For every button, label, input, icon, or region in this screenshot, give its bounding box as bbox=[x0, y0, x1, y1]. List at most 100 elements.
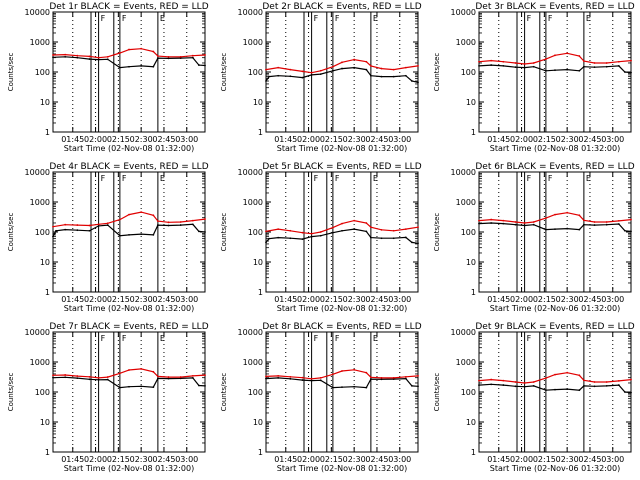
x-tick-label: 02:30 bbox=[130, 295, 153, 304]
data-point-events bbox=[64, 376, 67, 379]
marker-label: F bbox=[335, 174, 340, 183]
data-point-lld bbox=[369, 64, 372, 67]
data-point-lld bbox=[152, 214, 155, 217]
data-point-events bbox=[310, 74, 313, 76]
panel-det-6: Det 6r BLACK = Events, RED = LLD F F E 1 10 10… bbox=[433, 162, 635, 313]
data-point-lld bbox=[310, 377, 313, 380]
data-point-lld bbox=[593, 221, 596, 223]
data-point-events bbox=[582, 65, 585, 68]
data-point-events bbox=[554, 69, 556, 72]
data-point-events bbox=[97, 378, 100, 381]
data-point-lld bbox=[64, 53, 67, 56]
data-point-lld bbox=[514, 62, 517, 64]
x-tick-label: 02:00 bbox=[84, 455, 107, 464]
x-axis-label: Start Time (02-Nov-06 01:32:00) bbox=[490, 464, 620, 473]
data-point-lld bbox=[277, 228, 280, 230]
data-point-lld bbox=[617, 60, 620, 63]
data-point-events bbox=[417, 242, 419, 245]
data-point-lld bbox=[140, 47, 143, 50]
data-point-lld bbox=[502, 379, 505, 382]
data-point-events bbox=[97, 224, 100, 227]
data-point-events bbox=[404, 74, 407, 77]
plot-frame bbox=[52, 11, 206, 133]
data-point-events bbox=[369, 236, 372, 239]
data-point-events bbox=[532, 384, 535, 387]
x-tick-label: 01:45 bbox=[487, 455, 510, 464]
data-point-events bbox=[392, 75, 395, 78]
data-point-lld bbox=[554, 373, 556, 376]
marker-label: F bbox=[314, 174, 319, 183]
data-point-events bbox=[353, 228, 356, 230]
x-tick-label: 01:45 bbox=[487, 295, 510, 304]
data-point-lld bbox=[310, 71, 313, 74]
data-point-events bbox=[118, 386, 121, 389]
data-point-events bbox=[514, 223, 517, 226]
data-point-events bbox=[156, 224, 159, 226]
data-point-events bbox=[76, 229, 79, 232]
data-point-lld bbox=[478, 60, 480, 63]
data-point-lld bbox=[369, 226, 372, 229]
data-point-lld bbox=[353, 58, 356, 61]
x-axis-label: Start Time (02-Nov-08 01:32:00) bbox=[490, 144, 620, 153]
data-point-lld bbox=[204, 54, 206, 56]
y-tick-label: 100 bbox=[35, 388, 50, 397]
data-point-lld bbox=[582, 60, 585, 63]
data-point-events bbox=[331, 386, 334, 389]
marker-label: E bbox=[160, 174, 165, 183]
data-point-events bbox=[301, 76, 304, 79]
marker-label: F bbox=[527, 334, 532, 343]
data-point-events bbox=[341, 229, 343, 232]
data-point-lld bbox=[128, 369, 130, 371]
data-point-events bbox=[167, 224, 170, 227]
data-point-lld bbox=[380, 228, 383, 231]
y-axis-label: Counts/sec bbox=[433, 213, 441, 252]
x-tick-label: 02:15 bbox=[533, 455, 556, 464]
x-tick-label: 02:30 bbox=[556, 455, 579, 464]
x-tick-label: 02:15 bbox=[533, 135, 556, 144]
data-point-events bbox=[52, 376, 54, 379]
data-point-lld bbox=[578, 55, 581, 57]
y-tick-label: 10 bbox=[466, 98, 476, 107]
data-point-lld bbox=[52, 54, 54, 56]
x-tick-label: 01:45 bbox=[61, 455, 84, 464]
data-point-lld bbox=[392, 68, 395, 71]
y-tick-label: 10 bbox=[40, 418, 50, 427]
marker-label: F bbox=[122, 174, 127, 183]
x-tick-label: 02:45 bbox=[365, 295, 388, 304]
y-axis-label: Counts/sec bbox=[7, 213, 15, 252]
data-point-events bbox=[198, 64, 200, 66]
data-point-lld bbox=[88, 375, 91, 378]
data-point-lld bbox=[353, 219, 356, 222]
data-point-events bbox=[514, 66, 517, 69]
data-point-events bbox=[167, 57, 170, 60]
marker-label: F bbox=[548, 174, 553, 183]
data-point-events bbox=[369, 378, 372, 380]
panel-det-7: Det 7r BLACK = Events, RED = LLD F F E 1 10 10… bbox=[7, 322, 209, 473]
y-tick-label: 10000 bbox=[451, 168, 476, 177]
data-point-lld bbox=[353, 368, 356, 371]
x-tick-label: 02:00 bbox=[84, 135, 107, 144]
data-point-lld bbox=[265, 230, 267, 233]
data-point-lld bbox=[179, 55, 182, 58]
data-point-lld bbox=[76, 375, 79, 377]
y-tick-label: 10 bbox=[40, 98, 50, 107]
data-point-events bbox=[277, 236, 280, 239]
data-point-events bbox=[566, 227, 569, 230]
x-tick-label: 02:45 bbox=[578, 135, 601, 144]
data-point-lld bbox=[289, 229, 292, 232]
data-point-lld bbox=[319, 377, 322, 379]
data-point-events bbox=[106, 58, 109, 61]
x-tick-label: 01:45 bbox=[61, 295, 84, 304]
data-point-lld bbox=[140, 367, 143, 370]
data-point-lld bbox=[76, 54, 79, 57]
plot-frame bbox=[478, 331, 632, 453]
data-point-events bbox=[490, 383, 493, 386]
data-point-lld bbox=[179, 376, 182, 378]
data-point-lld bbox=[289, 68, 292, 71]
data-point-lld bbox=[156, 220, 159, 223]
x-tick-label: 03:00 bbox=[388, 135, 411, 144]
marker-label: E bbox=[160, 334, 165, 343]
data-point-lld bbox=[566, 211, 569, 214]
data-point-events bbox=[353, 385, 356, 388]
x-tick-label: 01:45 bbox=[61, 135, 84, 144]
